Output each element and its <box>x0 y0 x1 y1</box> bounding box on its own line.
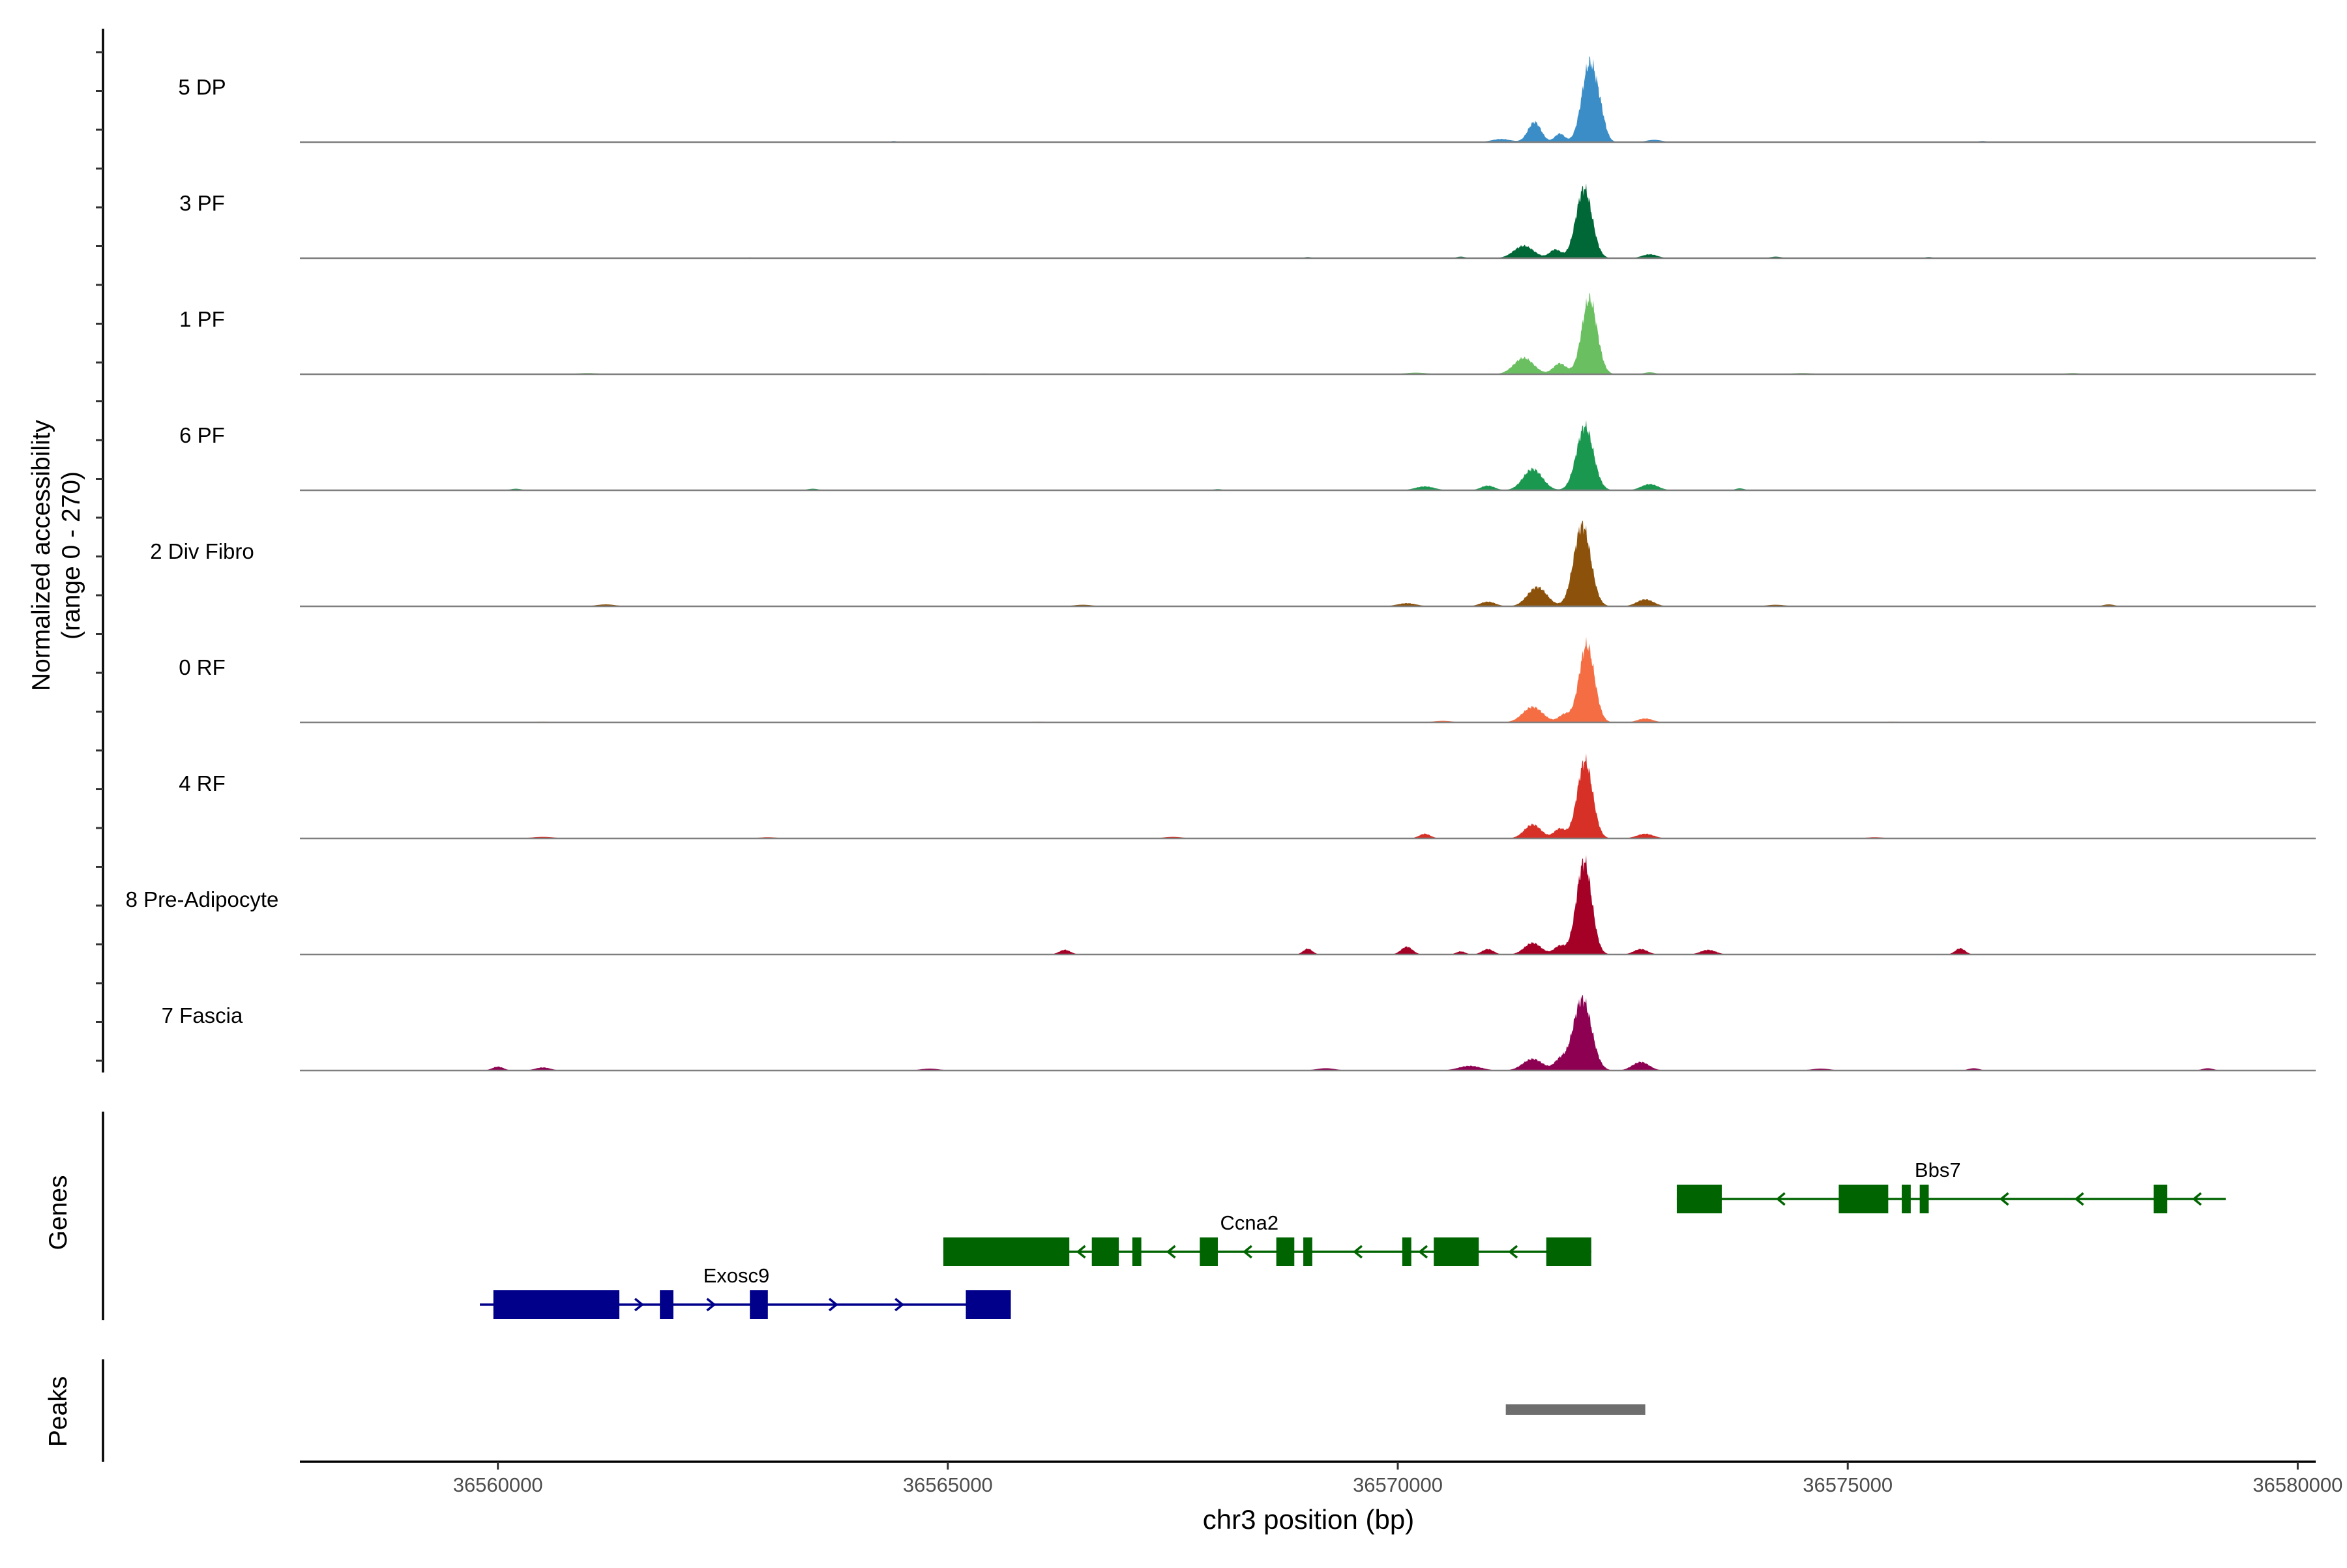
exon <box>1676 1185 1722 1213</box>
track-label: 3 PF <box>179 191 225 215</box>
exon <box>1091 1237 1119 1266</box>
exon <box>943 1237 1070 1266</box>
exon <box>660 1290 673 1319</box>
panel-axes <box>96 29 104 1462</box>
coverage-area <box>300 994 2316 1071</box>
track-label: 0 RF <box>179 655 226 679</box>
track-label: 7 Fascia <box>162 1003 243 1028</box>
strand-arrow <box>1353 1245 1363 1259</box>
genes-track-label: Genes <box>44 1176 72 1250</box>
strand-arrow <box>706 1297 716 1312</box>
gene-name-label: Exosc9 <box>703 1264 770 1287</box>
gene-bbs7: Bbs7 <box>1676 1159 2226 1213</box>
exon <box>1200 1237 1218 1266</box>
x-tick-label: 36560000 <box>453 1473 543 1496</box>
x-axis-label: chr3 position (bp) <box>1203 1504 1415 1535</box>
strand-arrow <box>2192 1192 2202 1206</box>
coverage-area <box>300 292 2316 374</box>
gene-ccna2: Ccna2 <box>943 1211 1591 1266</box>
exon <box>1434 1237 1479 1266</box>
coverage-area <box>300 183 2316 258</box>
x-tick-label: 36575000 <box>1803 1473 1893 1496</box>
gene-exosc9: Exosc9 <box>480 1264 1011 1319</box>
track-9: 7 Fascia <box>162 994 2316 1072</box>
x-tick-label: 36565000 <box>903 1473 993 1496</box>
track-8: 8 Pre-Adipocyte <box>126 855 2316 956</box>
strand-arrow <box>634 1297 644 1312</box>
track-5: 2 Div Fibro <box>150 520 2316 608</box>
track-label: 6 PF <box>179 423 225 447</box>
track-7: 4 RF <box>179 753 2316 840</box>
strand-arrow <box>1076 1245 1086 1259</box>
coverage-area <box>300 753 2316 838</box>
strand-arrow <box>1418 1245 1428 1259</box>
strand-arrow <box>2074 1192 2084 1206</box>
x-tick-label: 36570000 <box>1353 1473 1443 1496</box>
strand-arrow <box>1166 1245 1176 1259</box>
coverage-area <box>300 520 2316 606</box>
exon <box>966 1290 1011 1319</box>
coverage-area <box>300 56 2316 142</box>
strand-arrow <box>1508 1245 1518 1259</box>
track-label: 5 DP <box>178 75 226 99</box>
track-label: 4 RF <box>179 771 226 795</box>
track-1: 5 DP <box>178 56 2316 143</box>
track-4: 6 PF <box>179 420 2316 492</box>
exon <box>750 1290 768 1319</box>
peaks-track <box>1505 1404 1646 1415</box>
gene-annotation-track: Bbs7 Ccna2 Exosc9 <box>480 1159 2226 1319</box>
track-6: 0 RF <box>179 636 2316 724</box>
strand-arrow <box>894 1297 905 1312</box>
exon <box>1132 1237 1142 1266</box>
exon <box>1402 1237 1411 1266</box>
y-axis-label: Normalized accessibility <box>27 419 55 691</box>
track-label: 2 Div Fibro <box>150 539 254 563</box>
coverage-area <box>300 855 2316 954</box>
track-2: 3 PF <box>179 183 2316 259</box>
peak-region <box>1505 1404 1646 1415</box>
exon <box>1838 1185 1889 1213</box>
gene-name-label: Ccna2 <box>1220 1211 1278 1234</box>
track-label: 1 PF <box>179 307 225 331</box>
exon <box>1303 1237 1312 1266</box>
exon <box>1919 1185 1929 1213</box>
peaks-track-label: Peaks <box>44 1376 72 1447</box>
exon <box>493 1290 620 1319</box>
gene-name-label: Bbs7 <box>1915 1159 1961 1181</box>
strand-arrow <box>1999 1192 2009 1206</box>
strand-arrow <box>828 1297 838 1312</box>
exon <box>1276 1237 1295 1266</box>
x-axis: 36560000 36565000 36570000 36575000 36580000 <box>300 1460 2342 1496</box>
strand-arrow <box>1243 1245 1252 1259</box>
x-tick-label: 36580000 <box>2252 1473 2342 1496</box>
y-axis-label-range: (range 0 - 270) <box>57 471 85 640</box>
track-label: 8 Pre-Adipocyte <box>126 887 279 911</box>
coverage-area <box>300 420 2316 490</box>
exon <box>2153 1185 2168 1213</box>
track-3: 1 PF <box>179 292 2316 376</box>
strand-arrow <box>1775 1192 1786 1206</box>
exon <box>1902 1185 1911 1213</box>
exon <box>1546 1237 1591 1266</box>
coverage-area <box>300 636 2316 722</box>
coverage-tracks: 5 DP 3 PF 1 PF 6 PF 2 Div Fibro 0 RF 4 RF 8 Pre… <box>126 56 2316 1072</box>
